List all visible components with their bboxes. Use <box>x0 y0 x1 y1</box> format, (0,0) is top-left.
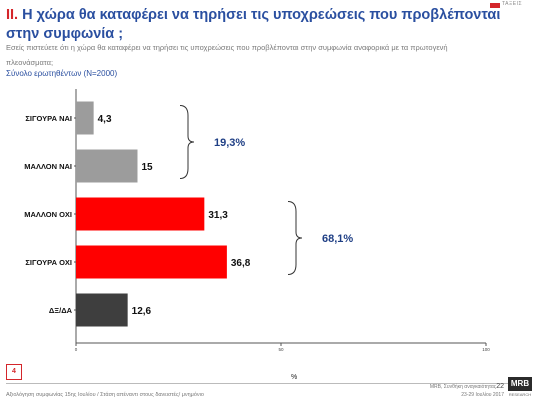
group-total-label: 19,3% <box>214 137 245 149</box>
value-label: 31,3 <box>208 210 228 221</box>
value-label: 15 <box>142 162 154 173</box>
x-tick-label: 0 <box>75 347 78 352</box>
group-brace <box>287 201 303 275</box>
category-label: ΣΙΓΟΥΡΑ ΝΑΙ <box>25 114 72 123</box>
bar <box>76 101 94 135</box>
footer-source: MRB, Συνθήκη αναγκαιότητας <box>429 384 497 390</box>
category-label: ΜΑΛΛΟΝ ΝΑΙ <box>24 162 72 171</box>
category-label: ΔΞ/ΔΑ <box>49 306 73 315</box>
x-tick-label: 50 <box>278 347 284 352</box>
mrb-logo-sub: RESEARCH <box>508 392 532 397</box>
mrb-logo-mark: MRB <box>508 377 532 391</box>
x-axis-title: % <box>291 374 298 381</box>
footer-date: 23-29 Ιουλίου 2017 <box>461 392 504 398</box>
page-number-badge: 4 <box>6 364 22 380</box>
category-label: ΜΑΛΛΟΝ ΟΧΙ <box>24 210 72 219</box>
bar <box>76 245 227 279</box>
group-brace <box>179 105 195 179</box>
question-text: Εσείς πιστεύετε ότι η χώρα θα καταφέρει … <box>6 43 448 52</box>
footer-right-text: MRB, Συνθήκη αναγκαιότητας22 23-29 Ιουλί… <box>430 383 504 399</box>
mrb-logo: MRB RESEARCH <box>508 377 532 399</box>
x-tick-label: 100 <box>482 347 490 352</box>
brand-mark: ΤΑΞΕΙΣ <box>490 1 530 9</box>
footer-page: 22 <box>496 383 504 390</box>
brand-word: ΤΑΞΕΙΣ <box>502 1 523 7</box>
brand-stripe <box>490 3 500 8</box>
group-total-label: 68,1% <box>322 233 353 245</box>
footer-divider <box>6 383 528 384</box>
bar <box>76 293 128 327</box>
category-label: ΣΙΓΟΥΡΑ ΟΧΙ <box>25 258 72 267</box>
question-continuation: πλεονάσματα; <box>6 58 54 67</box>
footer-left-text: Αξιολόγηση συμφωνίας 15ης Ιουλίου / Στάσ… <box>6 392 204 398</box>
bar <box>76 197 205 231</box>
value-label: 12,6 <box>132 306 152 317</box>
slide-title-number: II. <box>6 7 19 23</box>
bar <box>76 149 138 183</box>
slide-title: II. Η χώρα θα καταφέρει να τηρήσει τις υ… <box>6 6 506 44</box>
value-label: 36,8 <box>231 258 251 269</box>
slide-title-text: Η χώρα θα καταφέρει να τηρήσει τις υποχρ… <box>6 7 501 42</box>
value-label: 4,3 <box>98 114 112 125</box>
sample-size-note: Σύνολο ερωτηθέντων (N=2000) <box>6 69 118 78</box>
bar-chart: ΣΙΓΟΥΡΑ ΝΑΙ 4,3 ΜΑΛΛΟΝ ΝΑΙ 15 ΜΑΛΛΟΝ ΟΧΙ 31,3… <box>24 89 490 352</box>
